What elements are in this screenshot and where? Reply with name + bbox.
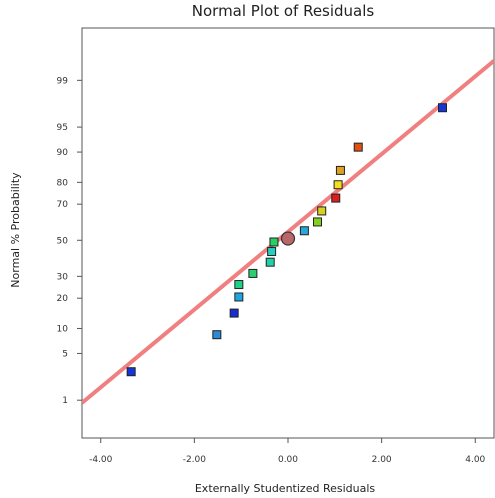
y-tick-label: 20 — [57, 294, 69, 304]
y-tick-label: 70 — [57, 200, 69, 210]
data-point — [212, 330, 222, 340]
y-tick-label: 50 — [57, 236, 69, 246]
y-tick-label: 99 — [57, 76, 69, 86]
data-point — [248, 268, 258, 278]
data-point — [126, 367, 136, 377]
data-point — [312, 217, 322, 227]
y-tick-label: 90 — [57, 148, 69, 158]
y-axis-ticks: 1 5 10 20 30 50 70 80 90 95 99 — [57, 76, 82, 406]
data-point — [269, 237, 279, 247]
data-point — [265, 257, 275, 267]
data-point — [280, 231, 296, 246]
y-axis-label: Normal % Probability — [9, 172, 22, 288]
data-point — [333, 180, 343, 190]
x-tick-label: 2.00 — [372, 455, 392, 465]
data-point — [331, 193, 341, 203]
chart-title: Normal Plot of Residuals — [192, 2, 375, 20]
y-tick-label: 30 — [57, 272, 69, 282]
y-tick-label: 10 — [57, 324, 69, 334]
y-tick-label: 1 — [62, 396, 68, 406]
y-tick-label: 5 — [62, 349, 68, 359]
x-tick-label: -2.00 — [183, 455, 207, 465]
data-points — [126, 103, 447, 377]
x-axis-label: Externally Studentized Residuals — [195, 482, 376, 495]
data-point — [234, 280, 244, 290]
y-tick-label: 80 — [57, 178, 69, 188]
x-tick-label: 0.00 — [278, 455, 298, 465]
data-point — [317, 206, 327, 216]
data-point — [335, 165, 345, 175]
data-point — [438, 103, 447, 113]
data-point — [229, 308, 239, 318]
data-point — [299, 226, 309, 236]
data-point — [353, 142, 363, 152]
x-axis-ticks: -4.00 -2.00 0.00 2.00 4.00 — [89, 438, 486, 465]
data-point — [234, 292, 244, 302]
x-tick-label: 4.00 — [465, 455, 485, 465]
data-point — [267, 247, 277, 257]
x-tick-label: -4.00 — [89, 455, 113, 465]
y-tick-label: 95 — [57, 123, 68, 133]
